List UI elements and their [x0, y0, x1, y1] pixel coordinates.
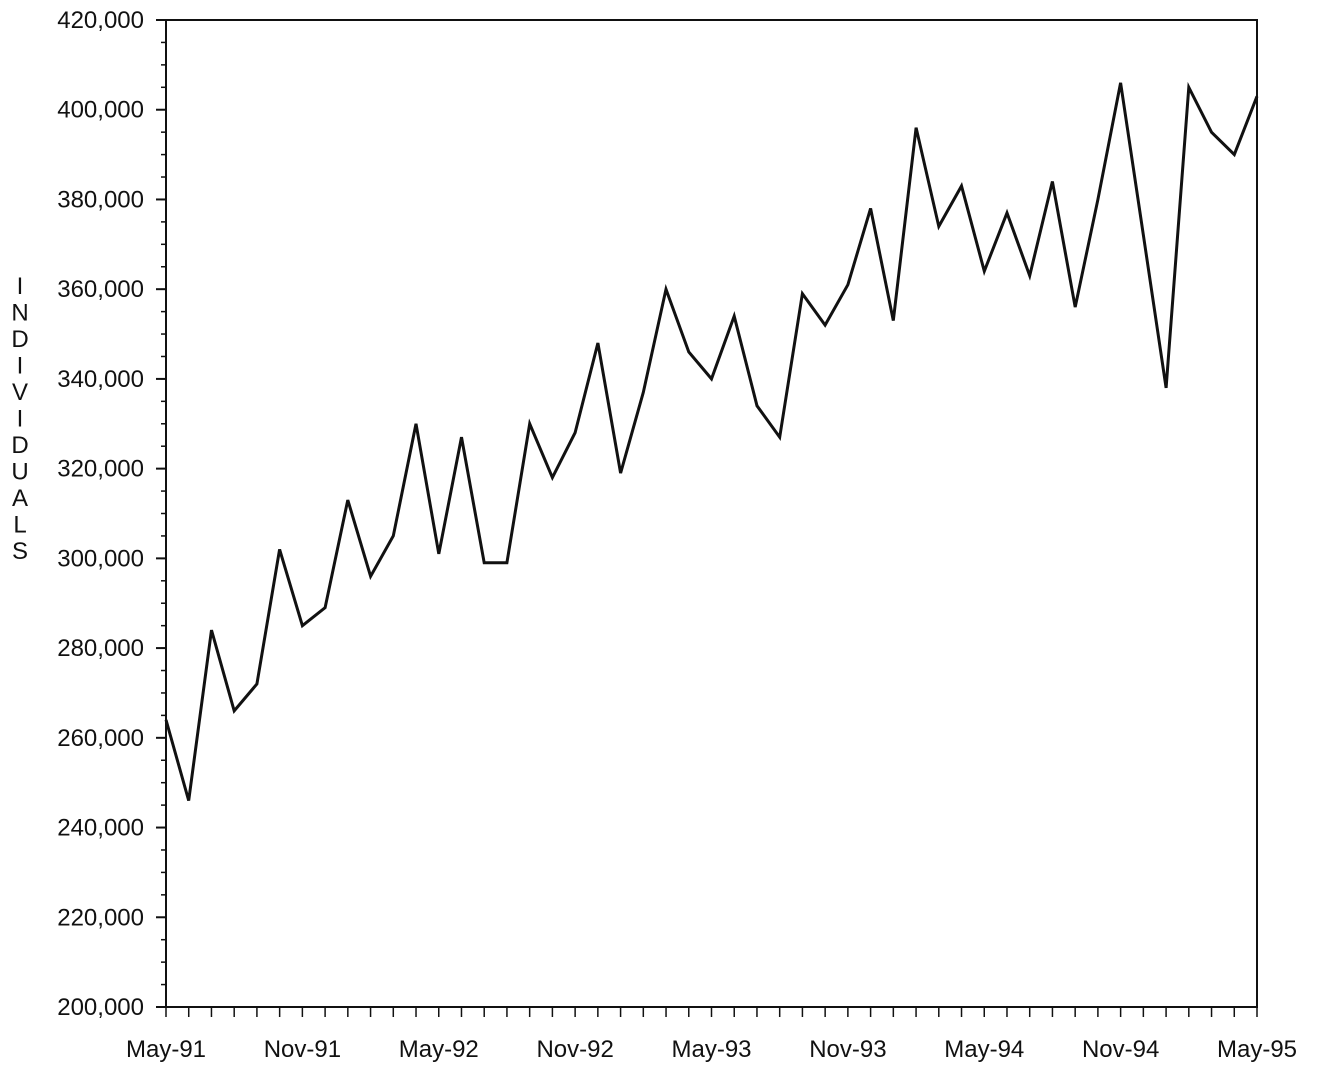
- x-tick-label: May-92: [399, 1036, 479, 1063]
- y-label-letter: V: [12, 379, 28, 406]
- y-tick-label: 320,000: [57, 456, 144, 483]
- x-tick-label: May-94: [944, 1036, 1024, 1063]
- x-tick-label: Nov-92: [536, 1036, 613, 1063]
- x-tick-label: May-95: [1217, 1036, 1297, 1063]
- y-tick-label: 300,000: [57, 545, 144, 572]
- x-tick-label: May-91: [126, 1036, 206, 1063]
- y-axis-ticks: 200,000 220,000 240,000 260,000 280,000 300,0…: [57, 7, 166, 1021]
- y-tick-label: 340,000: [57, 366, 144, 393]
- y-tick-label: 240,000: [57, 815, 144, 842]
- y-label-letter: U: [11, 459, 28, 486]
- y-tick-label: 220,000: [57, 904, 144, 931]
- x-tick-label: Nov-91: [264, 1036, 341, 1063]
- plot-frame: [165, 19, 1258, 1008]
- y-label-letter: D: [11, 432, 28, 459]
- x-tick-label: Nov-94: [1082, 1036, 1159, 1063]
- y-label-letter: D: [11, 326, 28, 353]
- x-axis-ticks: May-91 Nov-91 May-92 Nov-92 May-93 Nov-93 May-…: [126, 1007, 1297, 1063]
- y-label-letter: I: [17, 273, 24, 300]
- x-tick-label: May-93: [671, 1036, 751, 1063]
- y-label-letter: I: [17, 406, 24, 433]
- y-label-letter: S: [12, 538, 28, 565]
- y-tick-label: 260,000: [57, 725, 144, 752]
- y-tick-label: 420,000: [57, 7, 144, 34]
- y-tick-label: 360,000: [57, 276, 144, 303]
- y-label-letter: L: [13, 512, 26, 539]
- y-tick-label: 200,000: [57, 994, 144, 1021]
- y-tick-label: 380,000: [57, 186, 144, 213]
- y-tick-label: 280,000: [57, 635, 144, 662]
- y-label-letter: A: [12, 485, 28, 512]
- y-tick-label: 400,000: [57, 97, 144, 124]
- y-label-letter: I: [17, 353, 24, 380]
- series-line: [164, 81, 1259, 802]
- x-tick-label: Nov-93: [809, 1036, 886, 1063]
- y-label-letter: N: [11, 300, 28, 327]
